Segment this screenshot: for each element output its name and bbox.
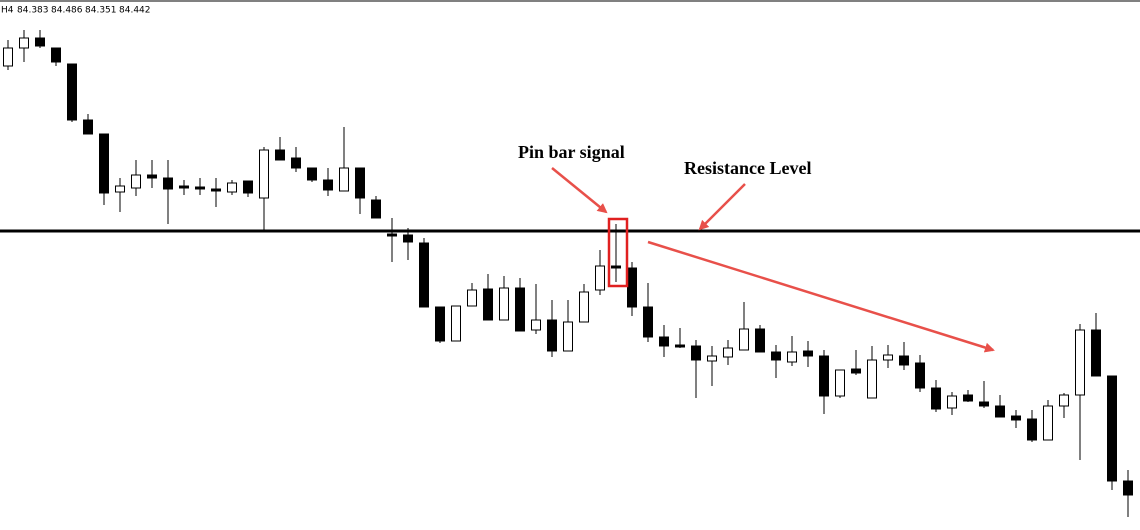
candle-body — [275, 149, 285, 161]
candle-body — [67, 63, 77, 121]
candle-body — [403, 234, 413, 243]
candle-body — [995, 405, 1005, 418]
candle-body — [51, 47, 61, 63]
candle-body — [387, 233, 397, 237]
candle-body — [595, 265, 605, 291]
candle-body — [147, 174, 157, 179]
candle-body — [1107, 375, 1117, 482]
candle-body — [163, 177, 173, 190]
candle-body — [819, 355, 829, 397]
candle-body — [243, 180, 253, 194]
header-low: 84.351 — [85, 6, 117, 16]
trend-arrow — [647, 240, 995, 353]
candle-body — [739, 328, 749, 351]
candle-body — [435, 306, 445, 342]
header-high: 84.486 — [51, 6, 83, 16]
candle-body — [451, 305, 461, 342]
candle-body — [755, 328, 765, 353]
candle-body — [531, 319, 541, 331]
candle-body — [915, 362, 925, 389]
candle-body — [835, 369, 845, 397]
resistance-arrow — [698, 183, 746, 231]
candle-body — [611, 265, 621, 269]
candle-body — [691, 345, 701, 361]
candle-body — [563, 321, 573, 352]
candle-body — [675, 344, 685, 348]
candle-body — [851, 368, 861, 374]
pin-bar-arrow — [551, 167, 608, 214]
candle-body — [179, 185, 189, 189]
resistance-label: Resistance Level — [684, 158, 811, 178]
candle-body — [931, 387, 941, 410]
candle-body — [1123, 480, 1133, 496]
candle-body — [899, 355, 909, 366]
candle-body — [371, 199, 381, 219]
candle-body — [1075, 329, 1085, 396]
candle-body — [1091, 329, 1101, 377]
candle-body — [979, 401, 989, 407]
candle-body — [659, 336, 669, 347]
candle-body — [227, 182, 237, 193]
candle-body — [787, 351, 797, 363]
candle-body — [579, 291, 589, 323]
candle-body — [515, 287, 525, 332]
candle-body — [707, 355, 717, 362]
candle-body — [771, 351, 781, 361]
candle-body — [627, 267, 637, 308]
candle-body — [339, 167, 349, 192]
candle-body — [419, 242, 429, 308]
candle-body — [19, 37, 29, 49]
candle-body — [1011, 415, 1021, 421]
candle-body — [291, 157, 301, 169]
candle-body — [867, 359, 877, 399]
candle-body — [195, 186, 205, 190]
candle-body — [1027, 418, 1037, 441]
candle-body — [83, 119, 93, 135]
header: H4 84.383 84.486 84.351 84.442 — [1, 6, 151, 16]
candle-body — [307, 167, 317, 181]
candle-body — [115, 185, 125, 193]
candle-body — [3, 47, 13, 67]
candle-body — [483, 288, 493, 321]
pin-bar-label: Pin bar signal — [518, 142, 625, 162]
candle-body — [723, 347, 733, 358]
candle-body — [323, 179, 333, 191]
candle-body — [947, 395, 957, 409]
pin-bar-box — [607, 217, 629, 288]
candle-body — [803, 350, 813, 357]
header-open: 84.383 — [17, 6, 49, 16]
annotations: Pin bar signal Resistance Level — [518, 142, 995, 353]
candle-body — [467, 289, 477, 307]
candle-body — [131, 174, 141, 189]
candle-body — [1043, 405, 1053, 441]
candle-body — [1059, 394, 1069, 407]
candle-body — [499, 287, 509, 321]
candle-body — [883, 354, 893, 361]
candle-body — [35, 37, 45, 47]
candle-body — [355, 167, 365, 199]
candle-body — [99, 133, 109, 194]
candle-body — [963, 394, 973, 402]
candles — [3, 30, 1133, 517]
timeframe: H4 — [1, 6, 14, 16]
candle-body — [643, 306, 653, 338]
candle-body — [547, 319, 557, 352]
header-close: 84.442 — [119, 6, 151, 16]
candle-body — [259, 149, 269, 199]
candle-body — [211, 188, 221, 192]
